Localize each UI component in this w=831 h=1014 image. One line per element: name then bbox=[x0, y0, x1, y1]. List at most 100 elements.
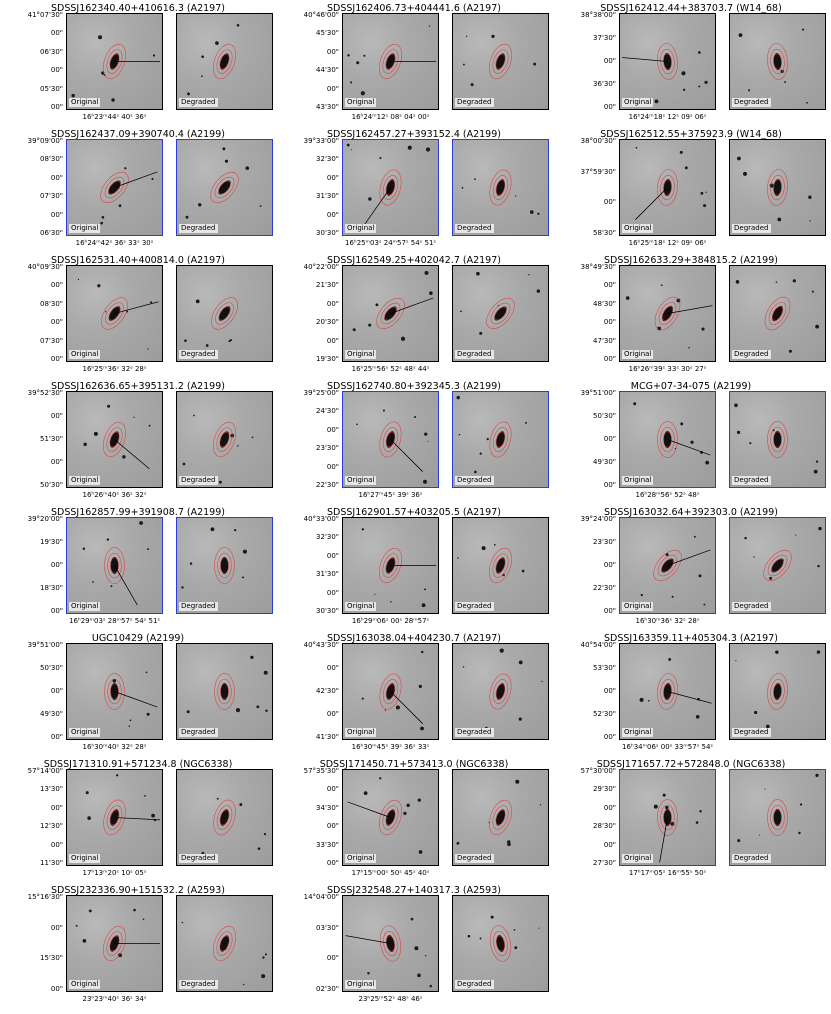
galaxy bbox=[496, 935, 505, 952]
star bbox=[457, 557, 459, 559]
star bbox=[467, 934, 471, 938]
original-image: Original bbox=[66, 265, 163, 362]
star bbox=[703, 603, 706, 606]
star bbox=[152, 54, 156, 57]
star bbox=[775, 650, 779, 654]
y-tick-label: 00" bbox=[603, 481, 616, 489]
star bbox=[420, 726, 424, 731]
y-tick-label: 00" bbox=[326, 664, 339, 672]
panel-title: MCG+07-34-075 (A2199) bbox=[630, 381, 752, 392]
galaxy-panel: SDSSJ162636.65+395131.2 (A2199) Original D… bbox=[0, 378, 276, 504]
y-tick-label: 32'30" bbox=[316, 533, 339, 542]
y-tick-label: 49'30" bbox=[40, 710, 63, 718]
y-tick-label: 47'30" bbox=[593, 336, 616, 345]
star bbox=[228, 340, 231, 343]
y-tick-label: 18'30" bbox=[40, 584, 63, 592]
star bbox=[201, 75, 203, 78]
cutout-image bbox=[456, 395, 527, 474]
star bbox=[118, 204, 122, 208]
hi-contour bbox=[767, 554, 788, 577]
star bbox=[640, 593, 643, 597]
hi-contour bbox=[212, 43, 237, 80]
star bbox=[414, 415, 417, 419]
galaxy-panel: SDSSJ162901.57+403205.5 (A2197) Original D… bbox=[276, 504, 552, 630]
y-tick-label: 24'30" bbox=[316, 407, 339, 416]
hi-contour bbox=[385, 557, 396, 574]
star bbox=[361, 697, 364, 700]
star bbox=[461, 187, 464, 189]
star bbox=[352, 328, 356, 332]
hi-contour bbox=[772, 53, 783, 70]
star bbox=[515, 195, 517, 197]
original-image: Original bbox=[619, 265, 716, 362]
hi-contour bbox=[660, 48, 675, 75]
star bbox=[133, 416, 135, 418]
y-tick-label: 43'30" bbox=[316, 103, 339, 111]
hi-contour bbox=[382, 553, 399, 578]
star bbox=[256, 705, 260, 709]
original-image: Original bbox=[619, 769, 716, 866]
hi-contour bbox=[103, 799, 126, 836]
y-tick-label: 15'30" bbox=[40, 954, 63, 963]
star bbox=[705, 460, 710, 465]
degraded-label: Degraded bbox=[179, 350, 218, 359]
star bbox=[456, 841, 460, 845]
hi-contour bbox=[492, 427, 509, 452]
cutout-image bbox=[737, 156, 812, 222]
original-label: Original bbox=[69, 476, 101, 485]
cutout-image bbox=[467, 915, 540, 962]
direction-line bbox=[114, 301, 159, 314]
star bbox=[189, 562, 193, 565]
y-tick-label: 39°51'00" bbox=[27, 641, 63, 649]
y-tick-label: 53'30" bbox=[593, 664, 616, 672]
y-tick-label: 00" bbox=[603, 355, 616, 363]
cutout-image bbox=[734, 403, 819, 474]
degraded-label: Degraded bbox=[455, 98, 494, 107]
panel-title: SDSSJ163359.11+405304.3 (A2197) bbox=[604, 633, 778, 644]
y-tick-label: 00" bbox=[603, 435, 616, 443]
star bbox=[407, 145, 412, 150]
hi-contour bbox=[771, 306, 784, 321]
y-tick-label: 00" bbox=[326, 210, 339, 219]
star bbox=[151, 813, 155, 818]
y-tick-label: 07'30" bbox=[40, 192, 63, 201]
degraded-image: Degraded bbox=[729, 139, 826, 236]
hi-contour bbox=[378, 43, 403, 80]
star bbox=[625, 296, 630, 300]
cutout-image bbox=[187, 23, 240, 96]
star bbox=[210, 527, 215, 532]
galaxy bbox=[218, 306, 231, 321]
star bbox=[83, 442, 87, 447]
degraded-image: Degraded bbox=[452, 13, 549, 110]
cutout-image bbox=[89, 671, 158, 732]
degraded-label: Degraded bbox=[455, 224, 494, 233]
star bbox=[462, 666, 465, 668]
hi-contour bbox=[767, 421, 788, 458]
star bbox=[85, 791, 89, 795]
hi-contour bbox=[216, 49, 233, 74]
y-tick-label: 42'30" bbox=[316, 687, 339, 695]
star bbox=[422, 479, 427, 484]
star bbox=[697, 51, 701, 54]
hi-contour bbox=[213, 799, 236, 836]
degraded-image: Degraded bbox=[729, 517, 826, 614]
star bbox=[197, 203, 202, 207]
hi-contour bbox=[104, 176, 125, 199]
y-tick-label: 05'30" bbox=[40, 84, 63, 93]
galaxy bbox=[494, 306, 507, 321]
star bbox=[148, 424, 151, 427]
degraded-image: Degraded bbox=[176, 391, 273, 488]
galaxy-panel: SDSSJ171310.91+571234.8 (NGC6338) Origina… bbox=[0, 756, 276, 882]
galaxy bbox=[771, 558, 784, 573]
cutout-image bbox=[626, 657, 712, 733]
x-tick-labels: 16ʰ29ᵐ03ˢ 28ᵐ57ˢ 54ˢ 51ˢ bbox=[68, 617, 161, 625]
star bbox=[647, 699, 650, 702]
galaxy-panel: SDSSJ162412.44+383703.7 (W14_68) Original… bbox=[553, 0, 829, 126]
star bbox=[653, 804, 658, 809]
x-tick-labels: 16ʰ26ᵐ40ˢ 36ˢ 32ˢ bbox=[82, 491, 147, 499]
y-tick-label: 23'30" bbox=[593, 538, 616, 546]
x-tick-labels: 17ʰ15ᵐ00ˢ 50ˢ 45ˢ 40ˢ bbox=[351, 869, 430, 877]
star bbox=[215, 41, 219, 45]
y-tick-label: 00" bbox=[50, 173, 63, 182]
hi-contour bbox=[105, 302, 124, 325]
